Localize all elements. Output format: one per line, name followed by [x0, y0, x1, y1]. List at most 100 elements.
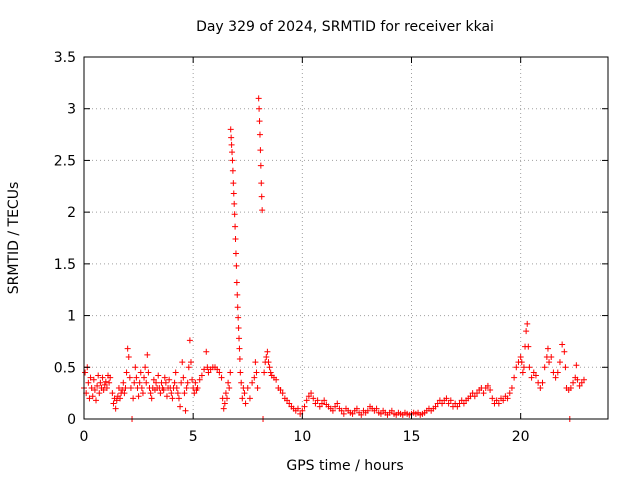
data-point — [258, 180, 265, 187]
data-point — [153, 379, 160, 386]
data-point — [561, 348, 568, 355]
data-point — [99, 374, 106, 381]
data-points — [81, 95, 587, 422]
data-point — [216, 369, 223, 376]
data-point — [226, 384, 233, 391]
data-point — [180, 374, 187, 381]
data-point — [179, 359, 186, 366]
data-point — [254, 384, 261, 391]
data-point — [340, 410, 347, 417]
y-tick-label: 0.5 — [54, 360, 76, 376]
data-point — [224, 395, 231, 402]
data-point — [506, 390, 513, 397]
data-point — [234, 291, 241, 298]
data-point — [373, 405, 380, 412]
data-point — [232, 223, 239, 230]
data-point — [107, 374, 114, 381]
data-point — [255, 95, 262, 102]
data-point — [308, 390, 315, 397]
data-point — [554, 369, 561, 376]
data-point — [166, 376, 173, 383]
y-tick-label: 3 — [67, 102, 76, 118]
data-point — [552, 374, 559, 381]
y-tick-label: 1.5 — [54, 257, 76, 273]
data-point — [246, 395, 253, 402]
data-point — [310, 395, 317, 402]
data-point — [136, 379, 143, 386]
data-point — [447, 397, 454, 404]
data-point — [102, 378, 109, 385]
data-point — [257, 162, 264, 169]
data-point — [265, 359, 272, 366]
data-point — [332, 403, 339, 410]
data-point — [178, 379, 185, 386]
data-point — [495, 400, 502, 407]
x-tick-label: 0 — [80, 429, 89, 445]
data-point — [177, 403, 184, 410]
data-point — [173, 384, 180, 391]
data-point — [454, 403, 461, 410]
data-point — [201, 366, 208, 373]
data-point — [528, 374, 535, 381]
data-point — [235, 324, 242, 331]
data-point — [233, 279, 240, 286]
data-point — [519, 369, 526, 376]
data-point — [194, 384, 201, 391]
y-tick-label: 1 — [67, 309, 76, 325]
x-tick-label: 15 — [403, 429, 421, 445]
data-point — [196, 376, 203, 383]
data-point — [294, 405, 301, 412]
data-point — [91, 387, 98, 394]
data-point — [113, 397, 120, 404]
data-point — [251, 374, 258, 381]
data-point — [256, 131, 263, 138]
data-point — [127, 384, 134, 391]
data-point — [141, 374, 148, 381]
data-point — [97, 379, 104, 386]
data-point — [148, 395, 155, 402]
data-point — [480, 390, 487, 397]
data-point — [101, 381, 108, 388]
data-point — [314, 397, 321, 404]
data-point — [218, 374, 225, 381]
data-point — [242, 400, 249, 407]
data-point — [526, 364, 533, 371]
data-point — [203, 348, 210, 355]
data-point — [142, 364, 149, 371]
data-point — [257, 147, 264, 154]
data-point — [90, 376, 97, 383]
data-point — [471, 393, 478, 400]
data-point — [123, 369, 130, 376]
data-point — [192, 379, 199, 386]
data-point — [249, 379, 256, 386]
data-point — [525, 343, 532, 350]
data-point — [263, 353, 270, 360]
data-point — [160, 387, 167, 394]
data-point — [504, 395, 511, 402]
data-point — [239, 395, 246, 402]
data-point — [349, 410, 356, 417]
data-point — [316, 403, 323, 410]
x-tick-label: 5 — [189, 429, 198, 445]
data-point — [162, 379, 169, 386]
data-point — [163, 393, 170, 400]
plot-frame — [83, 56, 609, 420]
data-point — [205, 369, 212, 376]
data-point — [489, 395, 496, 402]
data-point — [236, 356, 243, 363]
data-point — [232, 250, 239, 257]
data-point — [305, 393, 312, 400]
data-point — [318, 400, 325, 407]
data-point — [541, 364, 548, 371]
data-point — [231, 211, 238, 218]
data-point — [228, 141, 235, 148]
data-point — [86, 395, 93, 402]
data-point — [228, 134, 235, 141]
data-point — [520, 364, 527, 371]
data-point — [155, 372, 162, 379]
data-point — [100, 387, 107, 394]
data-point — [214, 366, 221, 373]
data-point — [132, 364, 139, 371]
data-point — [267, 369, 274, 376]
